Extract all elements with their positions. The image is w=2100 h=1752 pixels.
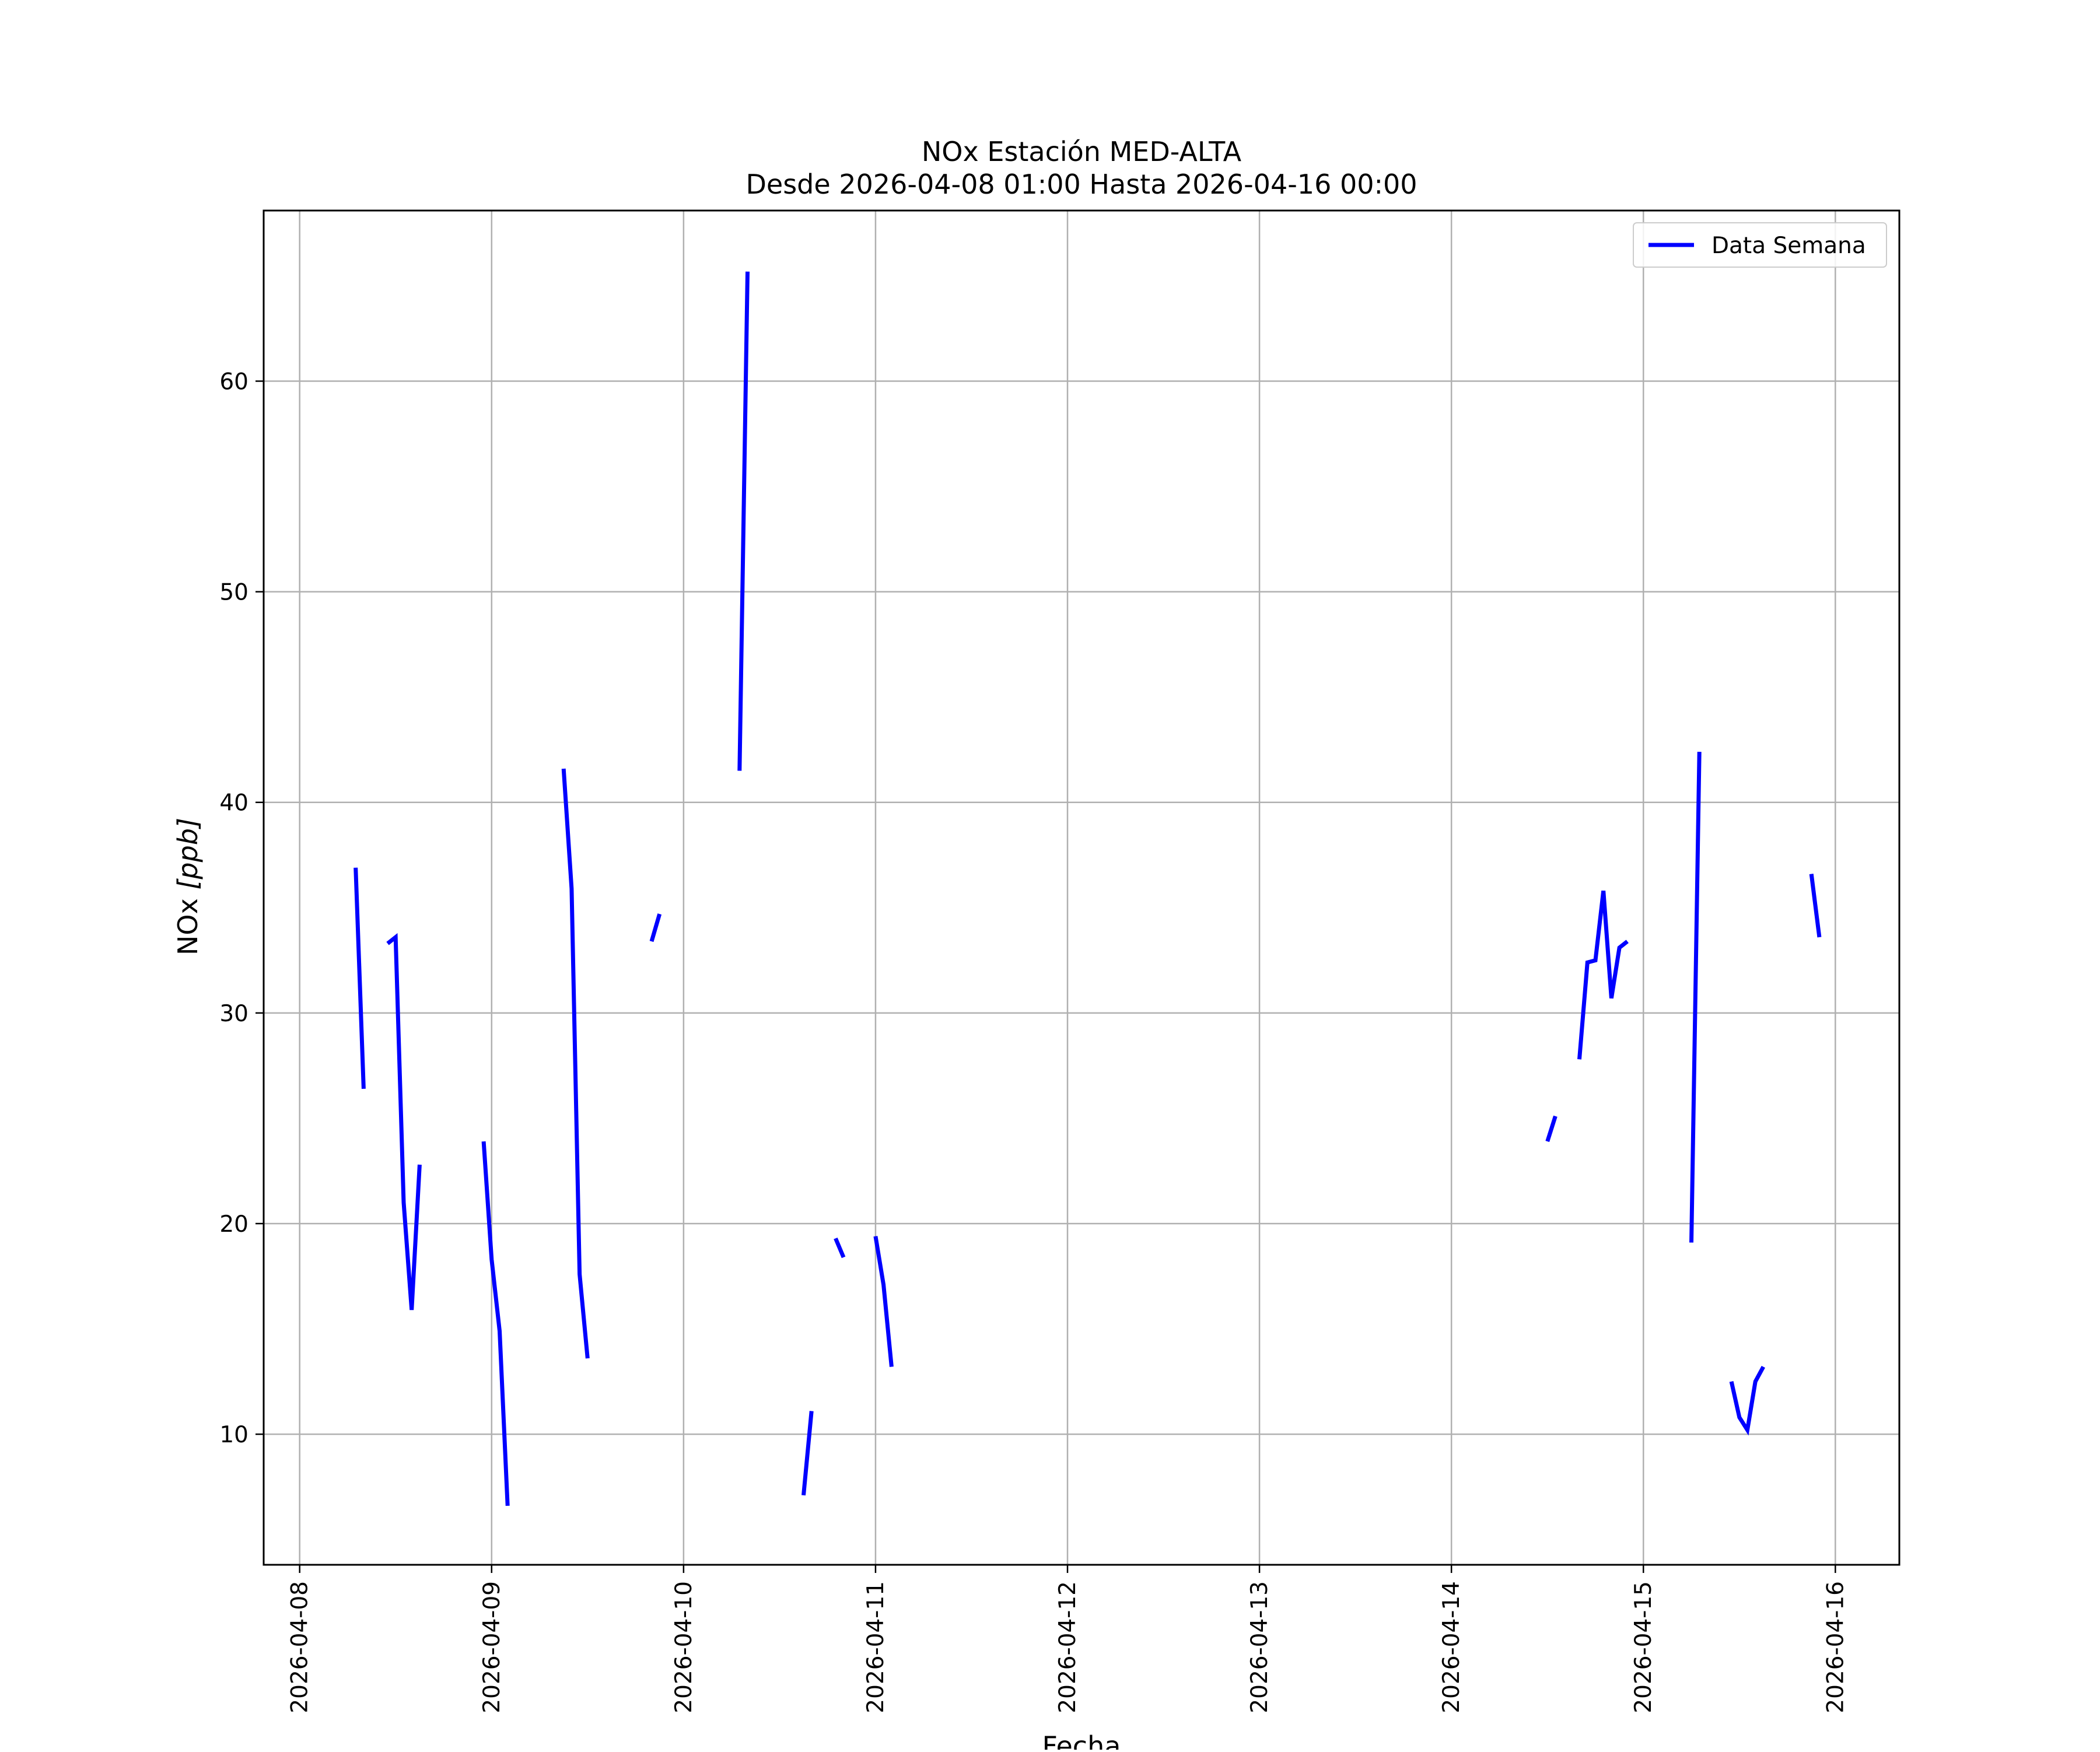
series-segment bbox=[1545, 1115, 1558, 1143]
grid-lines bbox=[264, 211, 1899, 1565]
series-segment bbox=[834, 1237, 846, 1259]
y-tick-label: 40 bbox=[219, 790, 249, 817]
x-axis-label: Fecha bbox=[1042, 1730, 1121, 1750]
y-axis-label: NOx [ppb] bbox=[172, 818, 204, 955]
x-tick-label: 2026-04-10 bbox=[671, 1581, 697, 1714]
x-tick-label: 2026-04-08 bbox=[287, 1581, 313, 1714]
legend: Data Semana bbox=[1633, 222, 1887, 268]
axes: 2026-04-08 2026-04-09 2026-04-10 2026-04-11… bbox=[219, 209, 1901, 1714]
plot-frame bbox=[262, 209, 1901, 1566]
y-tick-label: 10 bbox=[219, 1422, 249, 1448]
series-segment bbox=[1577, 891, 1629, 1060]
series-segment bbox=[481, 1141, 510, 1506]
legend-box bbox=[1633, 222, 1887, 268]
legend-label: Data Semana bbox=[1712, 233, 1866, 259]
chart-title: NOx Estación MED-ALTA bbox=[922, 136, 1242, 167]
x-tick-label: 2026-04-15 bbox=[1630, 1581, 1657, 1714]
series-data-semana bbox=[354, 271, 1822, 1506]
series-segment bbox=[1729, 1365, 1765, 1436]
x-tick-label: 2026-04-09 bbox=[479, 1581, 505, 1714]
x-tick-label: 2026-04-12 bbox=[1055, 1581, 1081, 1714]
y-tick-label: 20 bbox=[219, 1211, 249, 1238]
x-tick-label: 2026-04-16 bbox=[1822, 1581, 1849, 1714]
series-segment bbox=[386, 933, 422, 1311]
y-tick-label: 60 bbox=[219, 369, 249, 395]
series-segment bbox=[737, 271, 750, 771]
y-tick-label: 50 bbox=[219, 580, 249, 606]
chart-subtitle: Desde 2026-04-08 01:00 Hasta 2026-04-16 … bbox=[746, 169, 1417, 200]
x-tick-label: 2026-04-13 bbox=[1247, 1581, 1273, 1714]
series-segment bbox=[873, 1236, 894, 1367]
series-segment bbox=[802, 1411, 814, 1496]
series-segment bbox=[1809, 874, 1822, 938]
series-segment bbox=[649, 913, 662, 942]
y-axis-label-main: NOx bbox=[172, 890, 204, 955]
x-tick-label: 2026-04-14 bbox=[1438, 1581, 1465, 1714]
x-tick-label: 2026-04-11 bbox=[863, 1581, 889, 1714]
series-segment bbox=[561, 768, 590, 1359]
series-segment bbox=[1689, 752, 1702, 1243]
series-segment bbox=[354, 867, 366, 1089]
y-axis-label-unit: [ppb] bbox=[172, 818, 204, 890]
y-tick-label: 30 bbox=[219, 1001, 249, 1027]
